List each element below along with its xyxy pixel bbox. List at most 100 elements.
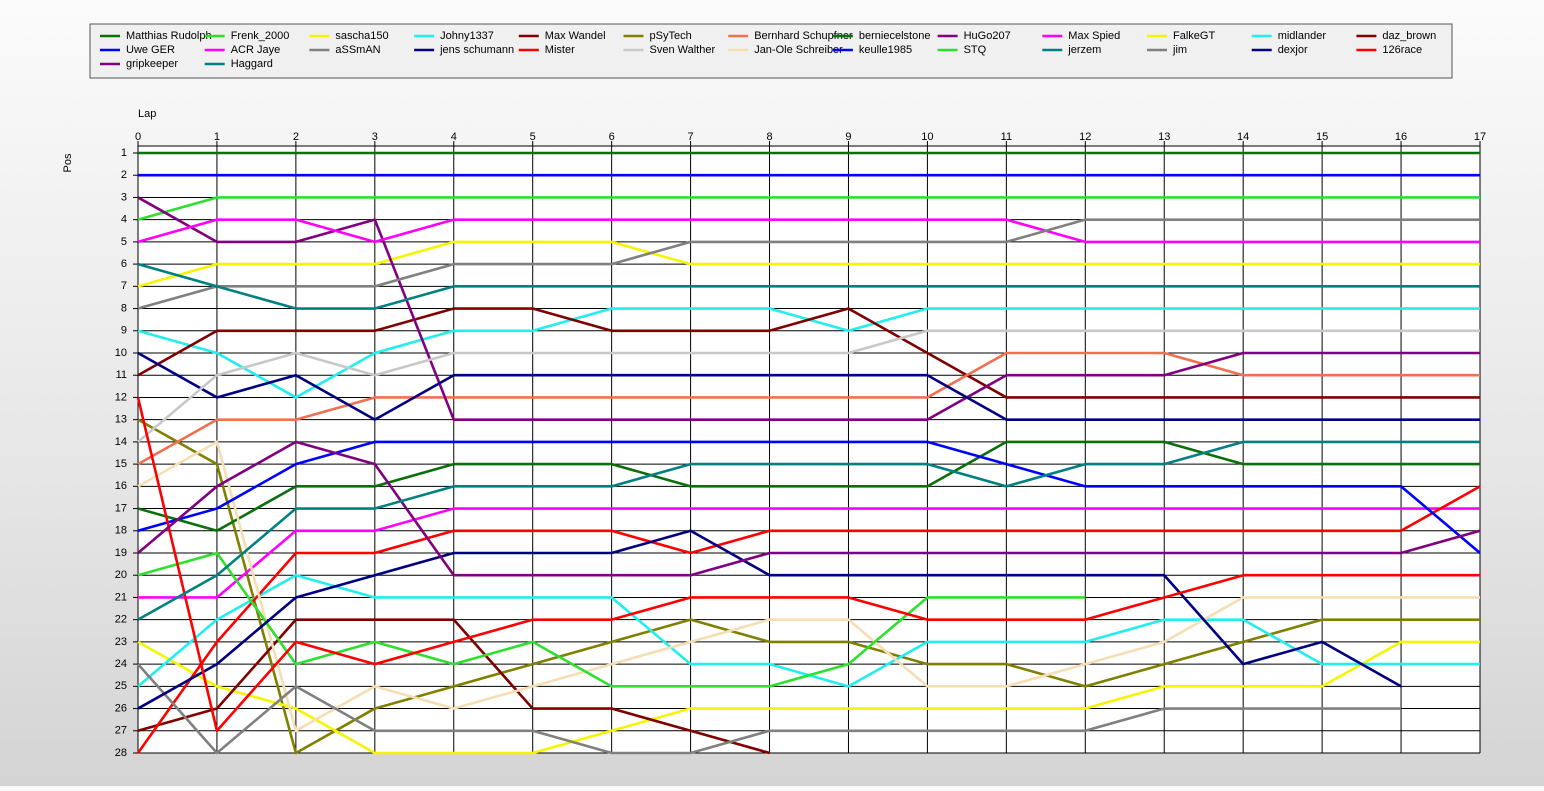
legend-label: Mister [545, 44, 575, 56]
series-line [137, 551, 1086, 688]
x-tick-label: 17 [1474, 131, 1486, 143]
series-line [137, 218, 1480, 244]
series-line [137, 440, 1480, 533]
x-tick-label: 3 [372, 131, 378, 143]
y-tick-label: 28 [115, 747, 127, 759]
legend-label: Sven Walther [650, 44, 716, 56]
series-line [137, 196, 1480, 221]
legend-label: Frenk_2000 [231, 30, 290, 42]
series-line [137, 262, 1480, 310]
legend-label: aSSmAN [335, 44, 380, 56]
x-tick-label: 7 [688, 131, 694, 143]
legend-label: Uwe GER [126, 44, 175, 56]
series-line [137, 351, 1480, 421]
legend-label: midlander [1278, 30, 1327, 42]
y-tick-label: 2 [121, 169, 127, 181]
y-tick-label: 13 [115, 414, 127, 426]
x-axis-label: Lap [138, 108, 156, 120]
series-line [138, 507, 1480, 599]
series-line [137, 218, 1480, 310]
y-tick-label: 14 [115, 436, 127, 448]
y-tick-label: 4 [121, 214, 127, 226]
series-line [137, 640, 1480, 755]
legend-label: HuGo207 [964, 30, 1011, 42]
series-line [136, 485, 1481, 754]
y-tick-label: 6 [121, 258, 127, 270]
series-line [137, 440, 1481, 554]
plot-area [138, 146, 1480, 753]
x-tick-label: 9 [845, 131, 851, 143]
legend-label: jens schumann [439, 44, 514, 56]
y-tick-label: 7 [121, 280, 127, 292]
y-tick-label: 15 [115, 458, 127, 470]
series-line [137, 240, 1480, 288]
x-tick-label: 1 [214, 131, 220, 143]
legend-label: jim [1172, 44, 1187, 56]
y-tick-label: 21 [115, 591, 127, 603]
x-tick-label: 11 [1001, 131, 1012, 143]
y-tick-label: 24 [115, 658, 127, 670]
x-tick-label: 14 [1237, 131, 1249, 143]
y-tick-label: 22 [115, 614, 127, 626]
x-tick-label: 13 [1158, 131, 1170, 143]
series-line [137, 440, 1480, 621]
y-tick-label: 26 [115, 702, 127, 714]
x-tick-label: 12 [1079, 131, 1091, 143]
x-tick-label: 0 [135, 131, 141, 143]
legend-label: Haggard [231, 58, 273, 70]
legend-label: gripkeeper [126, 58, 178, 70]
series-line [136, 397, 1480, 733]
y-tick-label: 8 [121, 302, 127, 314]
legend-label: Max Wandel [545, 30, 606, 42]
y-tick-label: 9 [121, 325, 127, 337]
y-tick-label: 16 [115, 480, 127, 492]
series-line [137, 418, 1480, 755]
x-tick-label: 6 [609, 131, 615, 143]
y-tick-label: 27 [115, 725, 127, 737]
x-tick-label: 5 [530, 131, 536, 143]
legend-label: daz_brown [1382, 30, 1436, 42]
y-tick-label: 11 [116, 369, 127, 381]
y-axis-label: Pos [62, 153, 74, 172]
y-tick-label: 20 [115, 569, 127, 581]
y-tick-label: 5 [121, 236, 127, 248]
legend-label: Matthias Rudolph [126, 30, 212, 42]
legend-label: STQ [964, 44, 987, 56]
x-tick-label: 10 [921, 131, 933, 143]
series-line [137, 618, 770, 755]
y-tick-label: 25 [115, 680, 127, 692]
series-line [137, 196, 1480, 421]
series-line [137, 663, 1402, 755]
x-tick-label: 4 [451, 131, 457, 143]
series-line [137, 440, 1480, 733]
series-line [137, 529, 1402, 710]
y-tick-label: 19 [115, 547, 127, 559]
y-tick-label: 18 [115, 525, 127, 537]
legend-label: Bernhard Schupfner [754, 30, 853, 42]
legend-label: Max Spied [1068, 30, 1120, 42]
legend-label: dexjor [1278, 44, 1308, 56]
y-tick-label: 1 [121, 147, 127, 159]
x-tick-label: 15 [1316, 131, 1328, 143]
y-tick-label: 23 [115, 636, 127, 648]
legend-label: Jan-Ole Schreiber [754, 44, 843, 56]
legend-label: ACR Jaye [231, 44, 281, 56]
y-tick-label: 12 [115, 391, 127, 403]
y-tick-label: 3 [121, 191, 127, 203]
legend-label: sascha150 [335, 30, 388, 42]
legend-label: Johny1337 [440, 30, 494, 42]
x-tick-label: 2 [293, 131, 299, 143]
series-line [137, 307, 1480, 399]
legend-label: 126race [1382, 44, 1422, 56]
legend-label: jerzem [1067, 44, 1101, 56]
x-tick-label: 16 [1395, 131, 1407, 143]
series-line [137, 440, 1481, 577]
series-line [137, 351, 1480, 466]
legend-label: FalkeGT [1173, 30, 1215, 42]
legend-label: keulle1985 [859, 44, 912, 56]
y-tick-label: 17 [115, 502, 127, 514]
y-tick-label: 10 [115, 347, 127, 359]
legend-label: berniecelstone [859, 30, 931, 42]
